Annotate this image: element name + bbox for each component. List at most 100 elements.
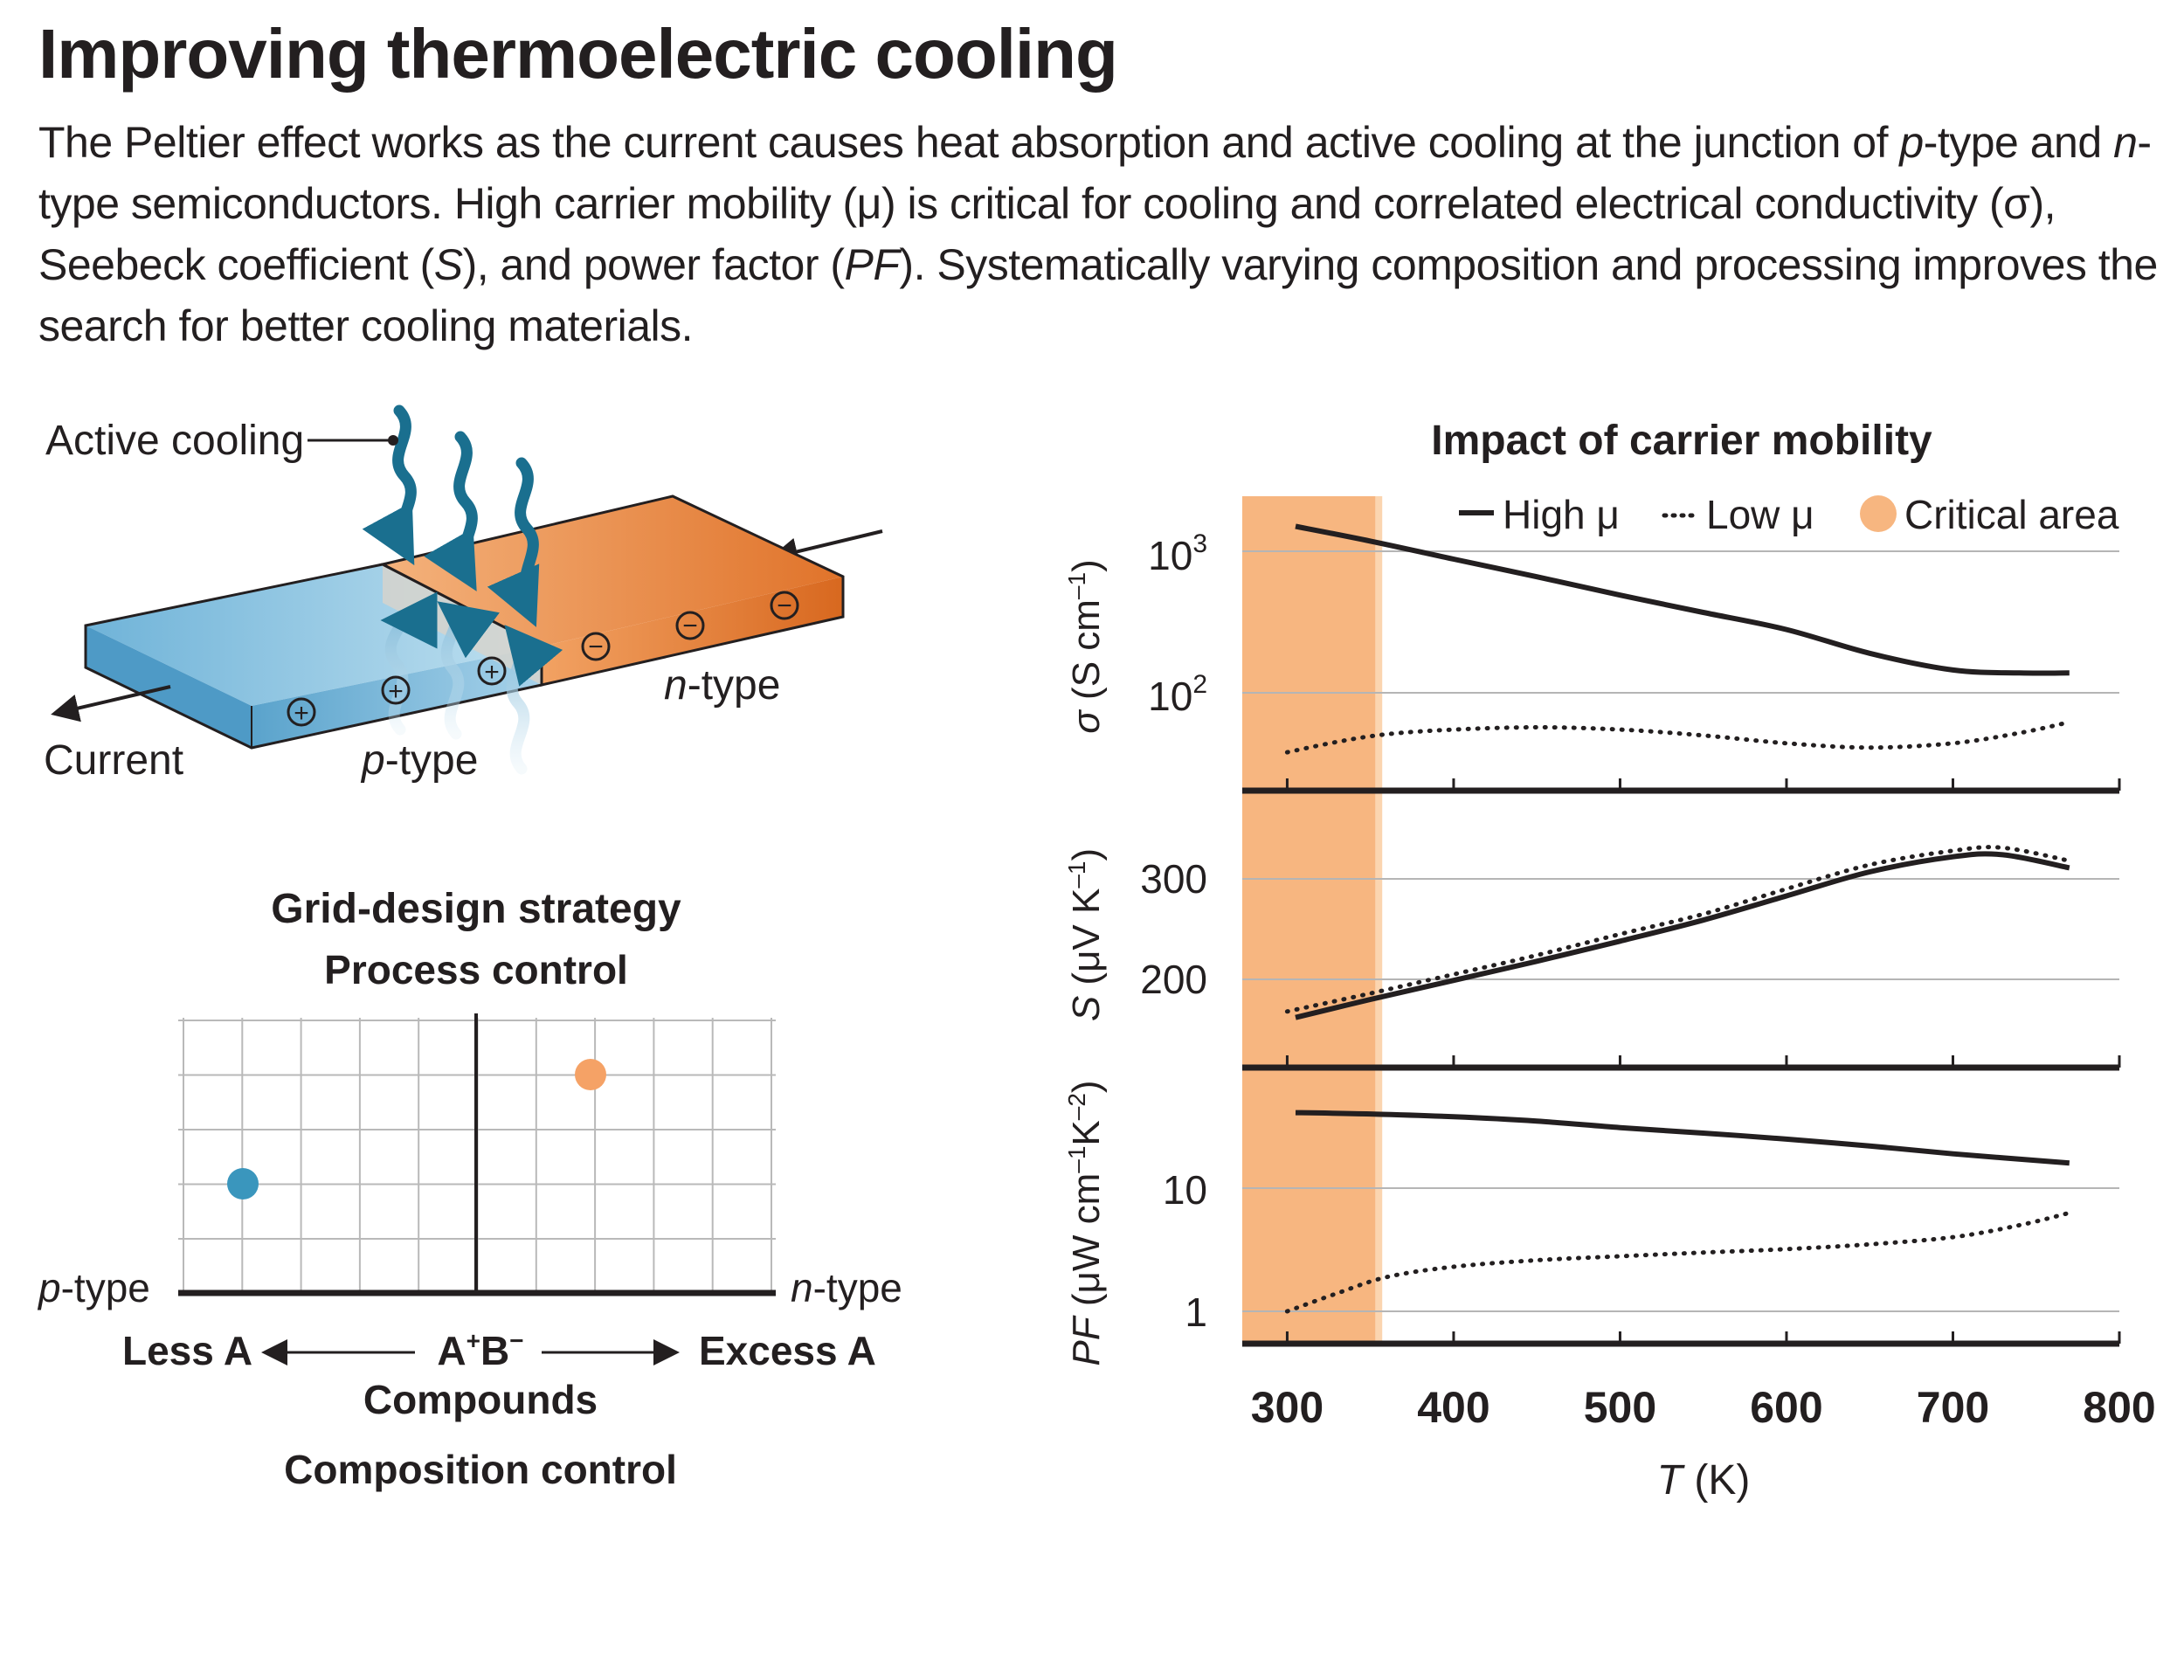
seebeck-axis-label: S (μV K–1) xyxy=(1063,848,1108,1021)
y-tick-base: 10 xyxy=(1148,674,1192,719)
x-tick-label: 700 xyxy=(1917,1383,1989,1432)
compound-plus: + xyxy=(467,1327,480,1354)
seebeck-symbol: S xyxy=(1065,996,1108,1021)
compounds-label: Compounds xyxy=(363,1377,598,1422)
x-axis-var: T xyxy=(1657,1457,1686,1504)
electron-carrier: − xyxy=(675,611,705,640)
description-part-5: ). Systematically varying composition an… xyxy=(38,240,2158,350)
sigma-symbol: σ xyxy=(1065,709,1108,734)
cooling-arrow-3 xyxy=(487,457,540,627)
grid-p-type-label: p-type xyxy=(37,1265,150,1310)
pf-unit-exp1: –1 xyxy=(1063,1146,1090,1173)
seebeck-unit-close: ) xyxy=(1065,848,1108,861)
seebeck-low-mu-line xyxy=(1284,845,2072,1014)
type-suffix: -type xyxy=(688,662,781,709)
n-letter: n xyxy=(664,662,688,709)
peltier-device: + + + − − − Active cooling Current p-typ… xyxy=(44,404,883,784)
current-label: Current xyxy=(44,737,183,784)
pf-unit-exp2: –2 xyxy=(1063,1093,1090,1120)
y-tick-label: 1 xyxy=(1185,1289,1207,1335)
y-tick-label: 300 xyxy=(1140,856,1207,902)
pf-symbol: PF xyxy=(1065,1315,1108,1365)
description-n-letter: n xyxy=(2113,118,2138,167)
pf-unit-close: ) xyxy=(1065,1080,1108,1093)
excess-a-label: Excess A xyxy=(699,1328,876,1373)
power-factor-high-mu-line xyxy=(1295,1110,2070,1166)
y-tick-label: 10 xyxy=(1163,1167,1207,1213)
compound-b: B xyxy=(480,1328,509,1373)
x-tick-label: 600 xyxy=(1750,1383,1822,1432)
hole-carrier: + xyxy=(381,675,411,706)
compound-minus: − xyxy=(509,1327,523,1354)
mobility-chart: Impact of carrier mobility 1031023002001… xyxy=(1063,418,2156,1504)
legend-high-label: High μ xyxy=(1503,492,1620,537)
description-s-letter: S xyxy=(433,240,463,289)
sigma-high-mu-line xyxy=(1295,523,2070,676)
sigma-axis-label: σ (S cm–1) xyxy=(1063,559,1108,733)
y-tick-exp: 3 xyxy=(1192,529,1207,558)
y-tick-label: 200 xyxy=(1140,957,1207,1002)
plus-sign: + xyxy=(484,658,500,687)
description-part-2: -type and xyxy=(1923,118,2114,167)
plus-sign: + xyxy=(294,699,309,728)
seebeck-unit: (μV K xyxy=(1065,888,1108,996)
hole-carrier: + xyxy=(287,697,316,728)
n-letter: n xyxy=(791,1265,813,1310)
n-type-device-label: n-type xyxy=(664,662,780,709)
electron-carrier: − xyxy=(770,591,799,620)
minus-sign: − xyxy=(682,612,698,640)
description-part-4: ), and power factor ( xyxy=(462,240,845,289)
p-type-device-label: p-type xyxy=(360,737,478,784)
pf-axis-label: PF (μW cm–1K–2) xyxy=(1063,1080,1108,1365)
plus-sign: + xyxy=(388,677,404,706)
grid-design-panel: Grid-design strategy Process control p-t… xyxy=(37,886,902,1492)
description-part-1: The Peltier effect works as the current … xyxy=(38,118,1900,167)
power-factor-low-mu-line xyxy=(1284,1210,2072,1314)
x-axis-label: T (K) xyxy=(1657,1457,1751,1504)
legend-critical-label: Critical area xyxy=(1904,492,2119,537)
heat-wave-2 xyxy=(437,601,500,740)
pf-unit-k: K xyxy=(1065,1120,1108,1145)
sigma-unit-close: ) xyxy=(1065,559,1108,572)
figure-title: Improving thermoelectric cooling xyxy=(38,15,1118,93)
type-suffix: -type xyxy=(813,1265,902,1310)
x-tick-label: 300 xyxy=(1251,1383,1324,1432)
heat-wave-3 xyxy=(380,591,438,736)
active-cooling-leader-dot xyxy=(388,435,398,446)
type-suffix: -type xyxy=(61,1265,150,1310)
hole-carrier: + xyxy=(477,656,507,687)
current-out-arrow xyxy=(51,685,171,722)
cooling-arrow-1 xyxy=(362,404,417,566)
minus-sign: − xyxy=(777,591,792,620)
cooling-arrow-2 xyxy=(424,431,478,591)
chart-series xyxy=(1284,523,2072,1314)
grid-title: Grid-design strategy xyxy=(271,886,681,932)
compound-a: A xyxy=(437,1328,466,1373)
sigma-unit: (S cm xyxy=(1065,599,1108,710)
y-tick-label: 103 xyxy=(1148,529,1207,578)
legend-critical-swatch xyxy=(1860,495,1897,532)
type-suffix: -type xyxy=(385,737,479,784)
minus-sign: − xyxy=(588,633,604,661)
p-letter: p xyxy=(360,737,385,784)
p-type-point xyxy=(227,1168,259,1200)
electron-carrier: − xyxy=(581,632,611,661)
grid-y-label: Process control xyxy=(324,947,628,992)
n-block-front xyxy=(542,577,843,685)
compound-label: A+B− xyxy=(437,1327,523,1373)
x-tick-label: 800 xyxy=(2083,1383,2155,1432)
description-p-letter: p xyxy=(1899,118,1924,167)
grid-n-type-label: n-type xyxy=(791,1265,902,1310)
critical-area-band xyxy=(1242,496,1379,1344)
composition-control-label: Composition control xyxy=(284,1447,677,1492)
n-type-point xyxy=(575,1059,606,1090)
seebeck-unit-exp: –1 xyxy=(1063,861,1090,888)
y-tick-label: 102 xyxy=(1148,670,1207,719)
x-axis-unit: (K) xyxy=(1683,1457,1750,1504)
sigma-unit-exp: –1 xyxy=(1063,572,1090,599)
x-tick-label: 500 xyxy=(1584,1383,1656,1432)
x-tick-label: 400 xyxy=(1417,1383,1489,1432)
description-part-3: -type semiconductors. High carrier mobil… xyxy=(38,118,2152,289)
sigma-low-mu-line xyxy=(1284,720,2072,755)
